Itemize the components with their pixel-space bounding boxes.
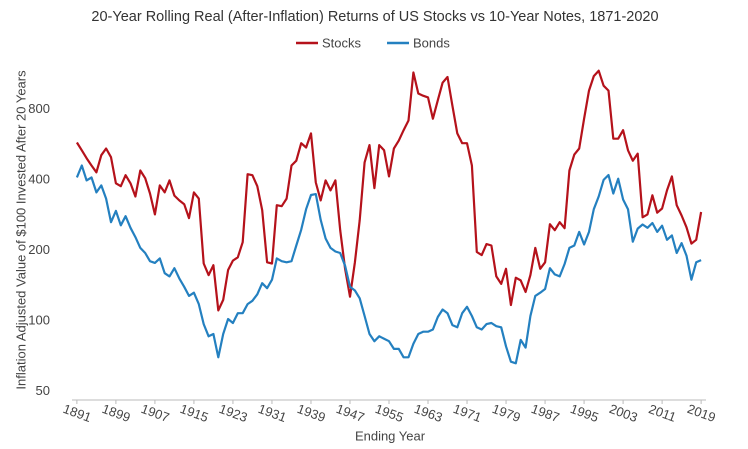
x-tick-label: 1955	[373, 401, 405, 425]
x-tick-label: 1995	[568, 401, 600, 425]
x-tick-label: 1899	[100, 401, 132, 425]
x-tick-label: 1947	[334, 401, 366, 425]
chart-title: 20-Year Rolling Real (After-Inflation) R…	[91, 9, 658, 25]
y-tick-label: 800	[28, 101, 50, 116]
x-tick-label: 2003	[607, 401, 639, 425]
y-tick-label: 100	[28, 312, 50, 327]
x-tick-label: 2011	[647, 401, 678, 425]
x-tick-label: 1931	[256, 401, 288, 425]
x-tick-label: 2019	[685, 401, 717, 425]
x-tick-label: 1939	[295, 401, 327, 425]
x-tick-label: 1987	[529, 401, 561, 425]
legend-label: Stocks	[322, 35, 362, 50]
x-tick-label: 1907	[139, 401, 171, 425]
x-tick-label: 1891	[61, 401, 93, 425]
legend-label: Bonds	[413, 35, 450, 50]
y-tick-label: 400	[28, 171, 50, 186]
y-axis-label: Inflation Adjusted Value of $100 Investe…	[13, 70, 28, 390]
x-tick-label: 1979	[490, 401, 522, 425]
x-tick-label: 1963	[412, 401, 444, 425]
x-tick-label: 1923	[217, 401, 249, 425]
series-line	[75, 69, 703, 312]
x-tick-label: 1971	[451, 401, 483, 425]
y-tick-label: 50	[36, 383, 50, 398]
x-tick-label: 1915	[178, 401, 210, 425]
x-axis-label: Ending Year	[355, 428, 426, 443]
y-tick-label: 200	[28, 242, 50, 257]
series-line	[75, 164, 702, 365]
